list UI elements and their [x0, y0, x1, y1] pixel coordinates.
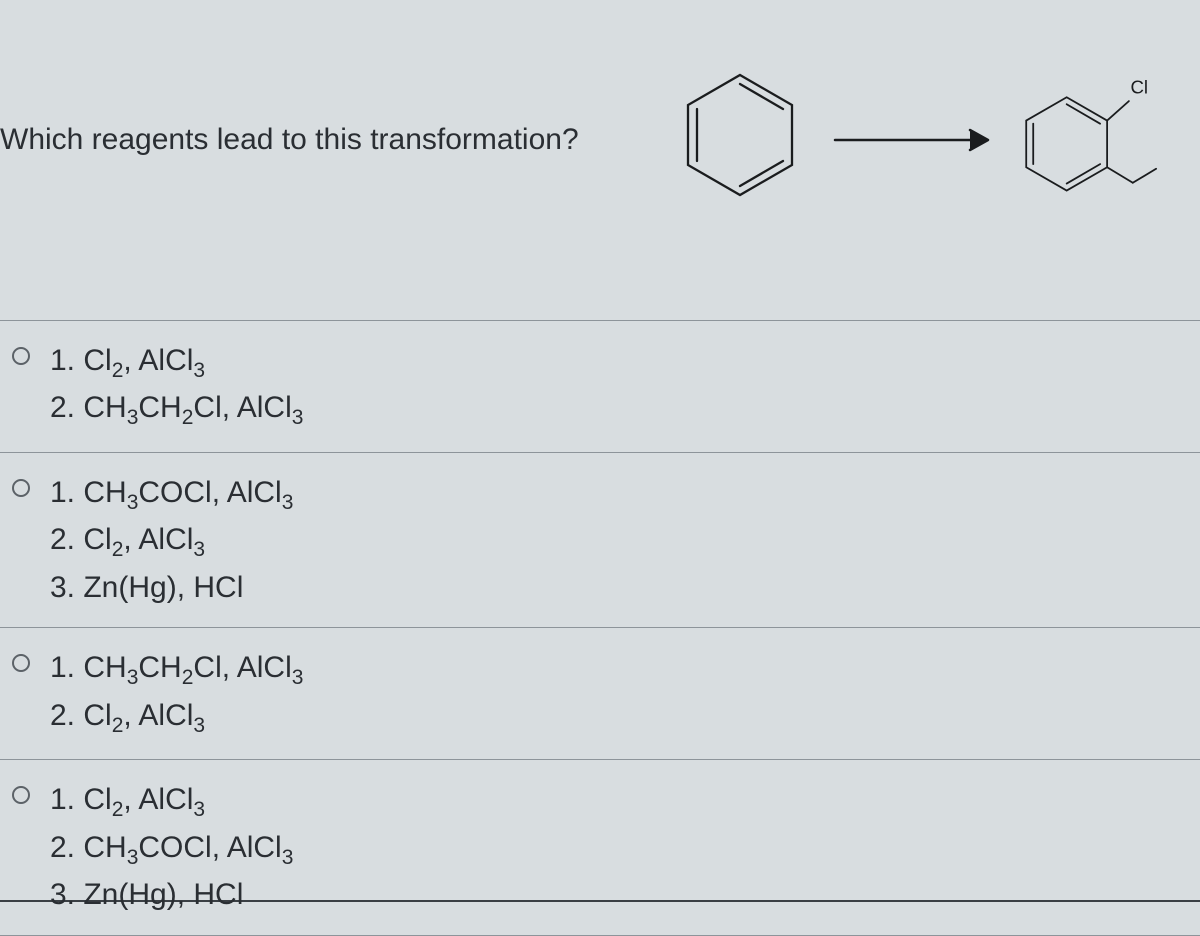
options-list: 1. Cl2, AlCl3 2. CH3CH2Cl, AlCl3 1. CH3C… [0, 320, 1200, 936]
option-step: 1. CH3COCl, AlCl3 [50, 471, 1200, 518]
option-c[interactable]: 1. CH3CH2Cl, AlCl3 2. Cl2, AlCl3 [0, 627, 1200, 759]
option-step: 1. Cl2, AlCl3 [50, 339, 1200, 386]
option-step: 2. Cl2, AlCl3 [50, 694, 1200, 741]
option-step: 2. CH3COCl, AlCl3 [50, 826, 1200, 873]
radio-icon[interactable] [12, 786, 30, 804]
radio-icon[interactable] [12, 347, 30, 365]
option-d[interactable]: 1. Cl2, AlCl3 2. CH3COCl, AlCl3 3. Zn(Hg… [0, 759, 1200, 935]
option-step: 3. Zn(Hg), HCl [50, 873, 1200, 917]
option-a[interactable]: 1. Cl2, AlCl3 2. CH3CH2Cl, AlCl3 [0, 320, 1200, 452]
option-step: 3. Zn(Hg), HCl [50, 566, 1200, 610]
option-step: 1. Cl2, AlCl3 [50, 778, 1200, 825]
option-step: 2. CH3CH2Cl, AlCl3 [50, 386, 1200, 433]
option-step: 2. Cl2, AlCl3 [50, 518, 1200, 565]
option-step: 1. CH3CH2Cl, AlCl3 [50, 646, 1200, 693]
option-b[interactable]: 1. CH3COCl, AlCl3 2. Cl2, AlCl3 3. Zn(Hg… [0, 452, 1200, 627]
radio-icon[interactable] [12, 654, 30, 672]
radio-icon[interactable] [12, 479, 30, 497]
